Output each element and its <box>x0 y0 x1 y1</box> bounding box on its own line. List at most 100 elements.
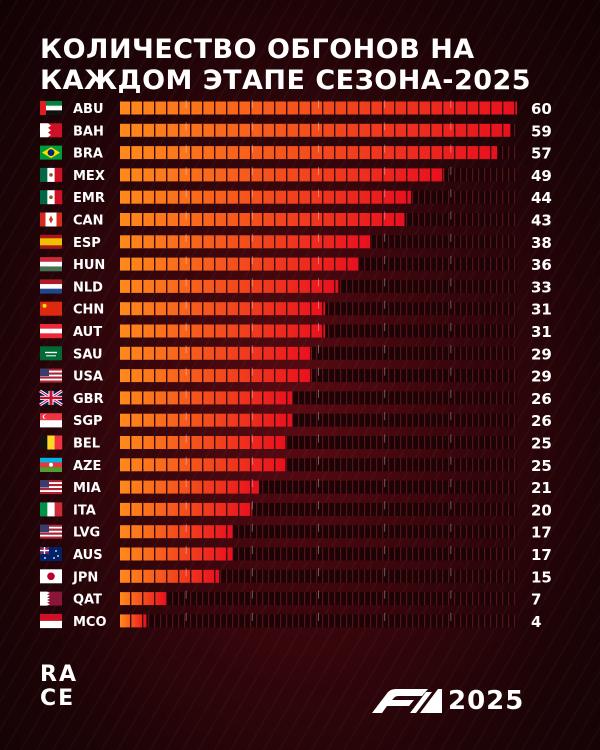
bar-track <box>120 592 517 606</box>
spain-flag-icon <box>40 234 62 249</box>
category-label: LVG <box>73 526 100 541</box>
value-label: 49 <box>531 167 552 185</box>
f1-wordmark-icon <box>372 689 442 713</box>
category-label: SAU <box>73 347 103 362</box>
chart-row: EMR 44 <box>40 189 552 207</box>
value-label: 15 <box>531 568 552 586</box>
monaco-flag-icon <box>40 613 62 629</box>
chart-row: BEL 25 <box>40 435 552 453</box>
bar-ticks <box>120 235 372 249</box>
page-title: КОЛИЧЕСТВО ОБГОНОВ НА КАЖДОМ ЭТАПЕ СЕЗОН… <box>40 34 532 96</box>
usa-flag-icon <box>40 524 62 539</box>
qatar-flag-icon <box>40 591 62 606</box>
chart-row: QAT 7 <box>40 591 541 609</box>
usa-flag-icon <box>40 480 62 495</box>
value-label: 7 <box>531 591 541 609</box>
chart-row: MIA 21 <box>40 479 552 497</box>
bar-ticks <box>120 101 517 115</box>
japan-flag-icon <box>40 569 62 584</box>
race-logo: RA CE <box>40 662 78 708</box>
bar-ticks <box>120 369 312 383</box>
chart-row: HUN 36 <box>40 256 552 274</box>
category-label: BAH <box>73 124 104 139</box>
bahrain-flag-icon <box>40 123 62 138</box>
category-label: MCO <box>73 615 107 630</box>
value-label: 57 <box>531 145 552 163</box>
bar-ticks <box>120 436 286 449</box>
chart-row: ITA 20 <box>40 501 552 519</box>
bar-ticks <box>120 569 220 583</box>
netherlands-flag-icon <box>40 279 62 294</box>
bar-ticks <box>120 547 233 561</box>
category-label: MEX <box>73 169 105 184</box>
category-label: AZE <box>73 459 101 474</box>
chart-row: NLD 33 <box>40 278 552 296</box>
chart-row: BRA 57 <box>40 145 552 163</box>
chart-row: MEX 49 <box>40 167 552 185</box>
category-label: AUS <box>73 548 103 563</box>
chart-row: BAH 59 <box>40 122 552 140</box>
bar-ticks <box>120 168 445 182</box>
bar-ticks <box>120 592 167 606</box>
bar-ticks <box>120 525 233 539</box>
saudi-arabia-flag-icon <box>40 346 62 361</box>
bar-ticks <box>120 213 405 226</box>
value-label: 17 <box>531 524 552 542</box>
category-label: CAN <box>73 214 103 229</box>
category-label: HUN <box>73 258 105 273</box>
chart-row: CHN 31 <box>40 301 552 319</box>
value-label: 17 <box>531 546 552 564</box>
belgium-flag-icon <box>40 435 63 450</box>
race-logo-line-1: RA <box>40 662 78 687</box>
chart-row: AZE 25 <box>40 457 552 475</box>
bar-ticks <box>120 458 286 472</box>
chart-row: LVG 17 <box>40 524 552 542</box>
category-label: CHN <box>73 303 104 318</box>
chart-row: SGP 26 <box>40 412 552 430</box>
bar-ticks <box>120 190 412 204</box>
canada-flag-icon <box>40 212 62 227</box>
singapore-flag-icon <box>40 413 62 428</box>
value-label: 31 <box>531 301 552 319</box>
chart-row: CAN 43 <box>40 212 552 230</box>
australia-flag-icon <box>39 546 62 561</box>
austria-flag-icon <box>40 324 62 339</box>
abu-dhabi-flag-icon <box>40 101 62 116</box>
bar-ticks <box>120 480 259 494</box>
chart-row: AUT 31 <box>40 323 552 341</box>
category-label: ITA <box>73 503 96 518</box>
value-label: 44 <box>531 189 552 207</box>
chart-row: JPN 15 <box>40 568 552 586</box>
value-label: 59 <box>531 122 552 140</box>
category-label: USA <box>73 370 103 385</box>
f1-logo: 2025 <box>370 686 524 716</box>
category-label: NLD <box>73 280 103 295</box>
great-britain-flag-icon <box>39 389 63 407</box>
mexico-flag-icon <box>40 190 63 205</box>
value-label: 29 <box>531 345 552 363</box>
brazil-flag-icon <box>40 145 62 160</box>
bar-ticks <box>120 502 253 516</box>
race-logo-line-2: CE <box>40 686 75 708</box>
value-label: 4 <box>531 613 541 631</box>
bar-track <box>120 614 517 628</box>
category-label: BRA <box>73 147 103 162</box>
value-label: 21 <box>531 479 552 497</box>
value-label: 33 <box>531 278 552 296</box>
category-label: AUT <box>73 325 102 340</box>
chart-row: MCO 4 <box>40 613 541 631</box>
value-label: 25 <box>531 435 552 453</box>
value-label: 29 <box>531 368 552 386</box>
bar-ticks <box>120 346 312 360</box>
chart-row: SAU 29 <box>40 345 552 363</box>
category-label: GBR <box>73 392 104 407</box>
f1-year: 2025 <box>448 686 525 716</box>
value-label: 60 <box>531 100 552 118</box>
value-label: 36 <box>531 256 552 274</box>
bar-ticks <box>120 279 339 293</box>
category-label: ESP <box>73 236 101 251</box>
category-label: ABU <box>73 102 104 117</box>
category-label: SGP <box>73 414 103 429</box>
bar-ticks <box>120 146 498 160</box>
hungary-flag-icon <box>40 257 62 272</box>
